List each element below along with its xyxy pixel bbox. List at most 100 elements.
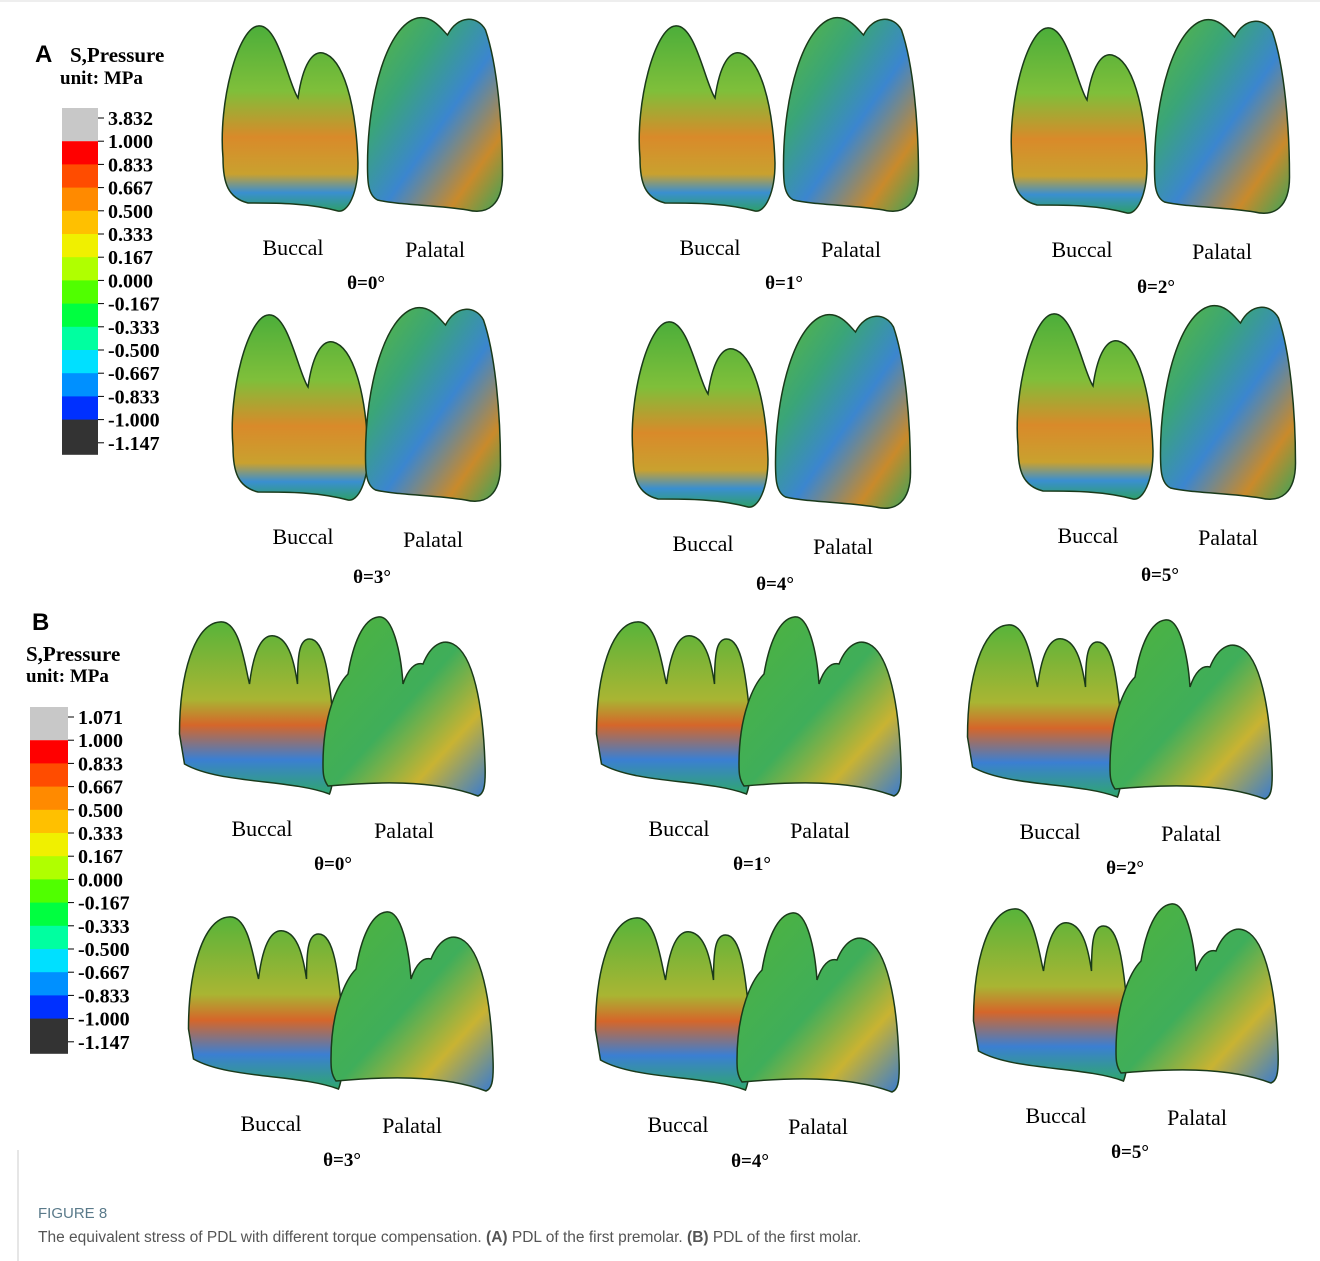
view-label: Palatal <box>382 1113 442 1138</box>
view-label: Palatal <box>1167 1105 1227 1130</box>
angle-label: θ=5° <box>1141 565 1179 586</box>
legend-label: -1.147 <box>78 1032 130 1054</box>
legend-band <box>62 327 98 351</box>
legend-band <box>30 763 68 787</box>
legend-label: -0.833 <box>108 386 160 408</box>
view-label: Buccal <box>272 524 333 549</box>
angle-label: θ=5° <box>1111 1142 1149 1163</box>
caption-run: (A) <box>486 1229 508 1246</box>
legend-band <box>62 280 98 304</box>
tooth-render <box>596 918 752 1090</box>
legend-label: -0.167 <box>108 294 160 316</box>
legend-label: -0.833 <box>78 985 130 1007</box>
view-label: Palatal <box>403 527 463 552</box>
caption-run: PDL of the first molar. <box>709 1229 862 1246</box>
view-label: Palatal <box>1161 821 1221 846</box>
legend-label: 0.667 <box>108 178 153 200</box>
angle-label: θ=1° <box>765 273 803 294</box>
legend-label: -0.167 <box>78 893 130 915</box>
tooth-render <box>739 617 901 796</box>
tooth-render <box>974 909 1130 1081</box>
angle-label: θ=4° <box>756 574 794 595</box>
legend-label: -0.500 <box>108 340 160 362</box>
legend-band <box>62 304 98 328</box>
view-label: Buccal <box>1051 237 1112 262</box>
tooth-render <box>1155 20 1290 214</box>
view-label: Buccal <box>231 816 292 841</box>
tooth-render <box>331 912 493 1091</box>
legend-band <box>62 420 98 455</box>
angle-label: θ=1° <box>733 854 771 875</box>
angle-label: θ=2° <box>1137 277 1175 298</box>
legend-band <box>30 926 68 950</box>
view-label: Buccal <box>262 235 323 260</box>
angle-label: θ=4° <box>731 1151 769 1172</box>
legend-band <box>62 108 98 141</box>
tooth-render <box>189 917 345 1089</box>
angle-label: θ=2° <box>1106 858 1144 879</box>
legend-band <box>62 234 98 258</box>
legend-label: -1.000 <box>78 1009 130 1031</box>
figure: AS,Pressureunit: MPa3.8321.0000.8330.667… <box>0 0 1320 1261</box>
legend-band <box>62 188 98 212</box>
legend-unit: unit: MPa <box>26 666 109 687</box>
legend-label: -1.147 <box>108 433 160 455</box>
legend-label: 0.833 <box>108 154 153 176</box>
legend-label: -1.000 <box>108 410 160 432</box>
legend-label: 1.071 <box>78 707 123 729</box>
legend-band <box>30 995 68 1019</box>
legend-band <box>30 856 68 880</box>
tooth-render <box>632 322 768 507</box>
tooth-render <box>368 18 503 212</box>
legend-label: 0.000 <box>78 869 123 891</box>
legend-band <box>62 211 98 235</box>
tooth-render <box>232 315 368 500</box>
legend-band <box>30 740 68 764</box>
legend-unit: unit: MPa <box>60 68 143 89</box>
tooth-render <box>1011 28 1147 213</box>
view-label: Palatal <box>1192 239 1252 264</box>
tooth-render <box>737 913 899 1092</box>
figure-label: FIGURE 8 <box>38 1205 107 1222</box>
legend-label: 0.333 <box>78 823 123 845</box>
view-label: Palatal <box>813 534 873 559</box>
tooth-render <box>968 625 1124 797</box>
tooth-render <box>1161 306 1296 500</box>
tooth-render <box>639 26 775 211</box>
caption: The equivalent stress of PDL with differ… <box>38 1229 861 1246</box>
view-label: Palatal <box>405 237 465 262</box>
caption-run: (B) <box>687 1229 709 1246</box>
view-label: Buccal <box>647 1112 708 1137</box>
view-label: Buccal <box>1057 523 1118 548</box>
legend-band <box>30 879 68 903</box>
caption-run: The equivalent stress of PDL with differ… <box>38 1229 486 1246</box>
tooth-render <box>1017 314 1153 499</box>
legend-label: -0.333 <box>108 317 160 339</box>
view-label: Palatal <box>374 818 434 843</box>
angle-label: θ=0° <box>314 854 352 875</box>
view-label: Buccal <box>672 531 733 556</box>
legend-band <box>62 164 98 188</box>
legend-band <box>30 903 68 927</box>
view-label: Palatal <box>790 818 850 843</box>
legend-label: -0.667 <box>78 962 130 984</box>
tooth-render <box>597 622 753 794</box>
legend-label: 0.167 <box>108 247 153 269</box>
caption-run: PDL of the first premolar. <box>508 1229 687 1246</box>
legend-label: 0.500 <box>78 800 123 822</box>
legend-label: 0.667 <box>78 777 123 799</box>
legend-label: 0.000 <box>108 270 153 292</box>
legend-band <box>30 810 68 834</box>
view-label: Buccal <box>679 235 740 260</box>
legend-band <box>30 972 68 996</box>
view-label: Buccal <box>240 1111 301 1136</box>
legend-label: 1.000 <box>108 131 153 153</box>
tooth-render <box>222 26 358 211</box>
legend-label: -0.500 <box>78 939 130 961</box>
tooth-render <box>180 622 336 794</box>
legend-band <box>30 949 68 973</box>
panel-label: B <box>32 609 49 636</box>
legend-band <box>62 396 98 420</box>
view-label: Palatal <box>1198 525 1258 550</box>
